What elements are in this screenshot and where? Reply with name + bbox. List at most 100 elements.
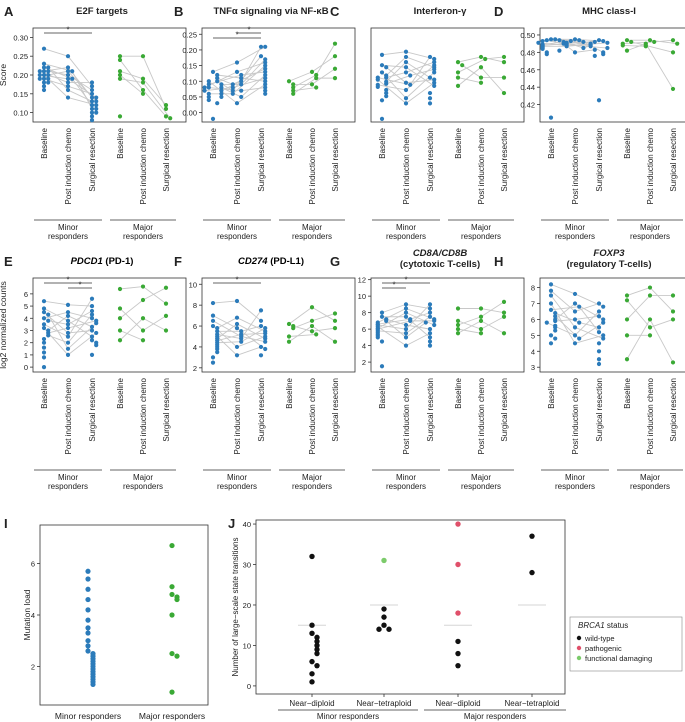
data-point: [263, 88, 268, 93]
condition-label: Post induction chemo: [646, 127, 655, 204]
paired-line: [457, 56, 482, 63]
data-point: [548, 333, 554, 338]
condition-label: Surgical resection: [426, 128, 435, 192]
data-point: [215, 350, 220, 355]
data-point: [408, 73, 413, 78]
data-point: [206, 85, 211, 90]
data-point: [553, 325, 558, 330]
significance-star: *: [247, 26, 250, 35]
group-label: responders: [630, 232, 670, 241]
y-axis-label: Score: [0, 64, 8, 86]
significance-star: *: [404, 276, 407, 285]
data-point: [65, 65, 71, 70]
data-point: [501, 90, 507, 96]
data-point: [234, 353, 240, 358]
data-point: [624, 357, 630, 362]
group-label: Minor: [227, 223, 247, 232]
data-point: [432, 56, 437, 62]
y-tick-label: 0.25: [182, 30, 197, 39]
data-point: [501, 75, 507, 80]
data-point: [548, 301, 554, 306]
data-point: [117, 76, 123, 81]
panel-title: TNFα signaling via NF-κB: [213, 6, 328, 17]
paired-line: [409, 56, 431, 86]
paired-line: [622, 41, 655, 45]
paired-line: [546, 322, 576, 336]
data-point: [140, 54, 146, 59]
paired-line: [48, 320, 69, 325]
paired-line: [555, 318, 576, 322]
paired-line: [119, 317, 144, 341]
data-point: [675, 41, 680, 46]
y-tick-label: 7: [531, 299, 535, 308]
data-point: [140, 284, 146, 289]
paired-line: [405, 79, 435, 84]
plot-frame: [370, 277, 525, 373]
data-point: [624, 317, 630, 322]
group-label: Major: [302, 473, 322, 482]
data-point: [163, 106, 169, 111]
group-label: responders: [386, 232, 426, 241]
paired-line: [142, 82, 171, 119]
paired-line: [461, 64, 482, 78]
paired-line: [405, 61, 435, 73]
data-point: [89, 312, 95, 317]
condition-label: Baseline: [40, 377, 49, 408]
data-point: [169, 650, 175, 657]
paired-line: [232, 55, 262, 91]
paired-line: [405, 303, 431, 309]
paired-line: [480, 301, 505, 318]
data-point: [460, 63, 465, 68]
data-point: [234, 101, 240, 106]
data-point: [41, 61, 47, 66]
x-category-label: Near−diploid: [435, 699, 480, 708]
data-point: [46, 318, 51, 323]
data-point: [41, 336, 47, 342]
y-tick-label: 1: [24, 351, 28, 360]
data-point: [379, 52, 385, 57]
panel-b: B TNFα signaling via NF-κB 0.00 0.05 0.10 0.1…: [174, 4, 356, 241]
data-point: [478, 80, 484, 85]
data-point: [548, 341, 554, 346]
paired-line: [142, 78, 167, 106]
condition-label: Surgical resection: [88, 378, 97, 442]
data-point: [263, 66, 268, 71]
data-point: [379, 364, 385, 369]
paired-line: [410, 68, 435, 76]
data-point: [210, 323, 216, 329]
data-point: [427, 96, 433, 101]
data-point: [163, 313, 169, 318]
paired-line: [405, 56, 435, 68]
data-point: [478, 327, 484, 332]
data-point: [239, 82, 244, 87]
plot-frame: [539, 277, 685, 373]
paired-line: [645, 43, 674, 90]
data-point: [174, 653, 180, 659]
data-point: [501, 314, 507, 319]
data-point: [332, 311, 338, 316]
data-point: [239, 329, 244, 334]
data-point: [379, 70, 385, 75]
data-point: [381, 606, 387, 612]
paired-line: [67, 85, 93, 95]
paired-line: [67, 311, 93, 319]
panel-i: I 2 4 6 Mutation load Minor responders Major r…: [4, 516, 209, 721]
data-point: [263, 85, 268, 90]
group-label: Major responders: [464, 712, 526, 721]
paired-line: [311, 325, 336, 343]
data-point: [258, 344, 264, 350]
data-point: [41, 84, 47, 89]
data-point: [94, 330, 99, 336]
data-point: [384, 75, 389, 80]
paired-line: [67, 315, 93, 328]
condition-label: Surgical resection: [162, 128, 171, 192]
paired-line: [221, 80, 242, 92]
plot-frame: [370, 27, 525, 123]
data-point: [234, 69, 240, 74]
data-point: [643, 44, 648, 49]
y-tick-label: 2: [362, 358, 366, 367]
paired-line: [119, 308, 144, 331]
data-point: [140, 338, 146, 343]
legend: BRCA1 status wild-typepathogenicfunctiona…: [569, 616, 683, 672]
